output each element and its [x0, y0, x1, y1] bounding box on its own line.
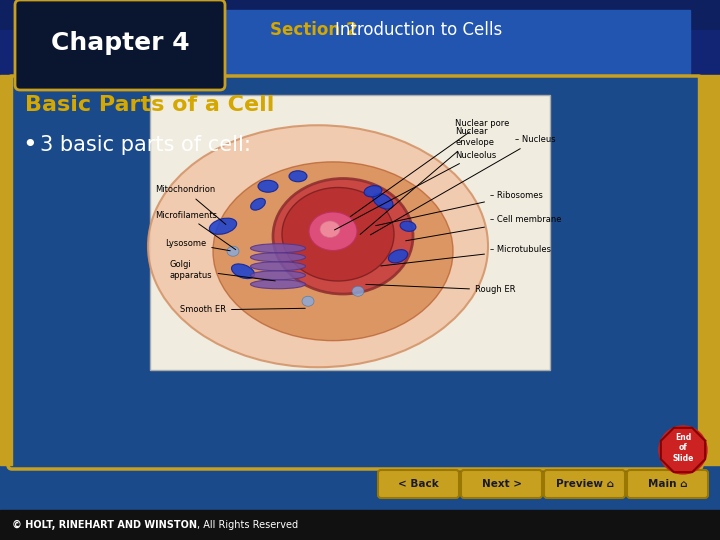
- Ellipse shape: [232, 264, 254, 279]
- Ellipse shape: [373, 193, 393, 209]
- Bar: [0, 510, 720, 540]
- Text: Nuclear
envelope: Nuclear envelope: [360, 127, 494, 234]
- Ellipse shape: [251, 253, 305, 262]
- Ellipse shape: [400, 221, 416, 231]
- Text: Rough ER: Rough ER: [366, 285, 516, 294]
- Text: Chapter 4: Chapter 4: [50, 31, 189, 55]
- Ellipse shape: [213, 162, 453, 341]
- Text: – Cell membrane: – Cell membrane: [406, 215, 562, 241]
- Text: Introduction to Cells: Introduction to Cells: [335, 21, 503, 39]
- FancyBboxPatch shape: [627, 470, 708, 498]
- Bar: [150, 95, 550, 370]
- Text: Microfilaments: Microfilaments: [155, 211, 235, 249]
- Bar: [0, 30, 720, 85]
- Text: Smooth ER: Smooth ER: [180, 306, 305, 314]
- FancyBboxPatch shape: [461, 470, 542, 498]
- Ellipse shape: [227, 246, 239, 256]
- Bar: [0, 0, 720, 75]
- Text: – Nucleus: – Nucleus: [370, 136, 556, 235]
- Text: End
of
Slide: End of Slide: [672, 433, 693, 463]
- Text: Lysosome: Lysosome: [165, 239, 230, 251]
- Ellipse shape: [273, 179, 413, 294]
- Text: Nuclear pore: Nuclear pore: [350, 118, 509, 217]
- Ellipse shape: [251, 198, 266, 210]
- FancyBboxPatch shape: [15, 0, 225, 90]
- Text: Main ⌂: Main ⌂: [648, 479, 688, 489]
- FancyBboxPatch shape: [378, 470, 459, 498]
- Circle shape: [659, 426, 707, 474]
- Bar: [698, 75, 720, 465]
- Ellipse shape: [251, 271, 305, 280]
- Ellipse shape: [210, 218, 237, 234]
- Ellipse shape: [251, 244, 305, 253]
- Text: © HOLT, RINEHART AND WINSTON: © HOLT, RINEHART AND WINSTON: [12, 520, 197, 530]
- Bar: [0, 75, 12, 465]
- Ellipse shape: [251, 280, 305, 289]
- Text: Preview ⌂: Preview ⌂: [556, 479, 613, 489]
- Ellipse shape: [320, 221, 340, 238]
- Ellipse shape: [364, 186, 382, 197]
- Text: – Ribosomes: – Ribosomes: [376, 191, 543, 226]
- Text: 3 basic parts of cell:: 3 basic parts of cell:: [40, 135, 251, 155]
- Ellipse shape: [289, 171, 307, 182]
- Text: < Back: < Back: [398, 479, 439, 489]
- Text: Golgi
apparatus: Golgi apparatus: [170, 260, 275, 281]
- Text: •: •: [22, 133, 37, 157]
- Bar: [220, 10, 690, 85]
- Text: Mitochondrion: Mitochondrion: [155, 186, 226, 225]
- Text: Basic Parts of a Cell: Basic Parts of a Cell: [25, 95, 274, 115]
- Ellipse shape: [309, 212, 357, 251]
- Text: , All Rights Reserved: , All Rights Reserved: [197, 520, 298, 530]
- Text: – Microtubules: – Microtubules: [381, 246, 551, 266]
- Ellipse shape: [148, 125, 488, 367]
- Text: Section 2: Section 2: [270, 21, 364, 39]
- Text: Next >: Next >: [482, 479, 521, 489]
- Ellipse shape: [258, 180, 278, 192]
- Ellipse shape: [352, 286, 364, 296]
- Ellipse shape: [302, 296, 314, 306]
- Ellipse shape: [251, 262, 305, 271]
- Ellipse shape: [388, 249, 408, 263]
- Text: Nucleolus: Nucleolus: [335, 151, 496, 230]
- Ellipse shape: [282, 187, 394, 281]
- FancyBboxPatch shape: [8, 76, 702, 469]
- FancyBboxPatch shape: [544, 470, 625, 498]
